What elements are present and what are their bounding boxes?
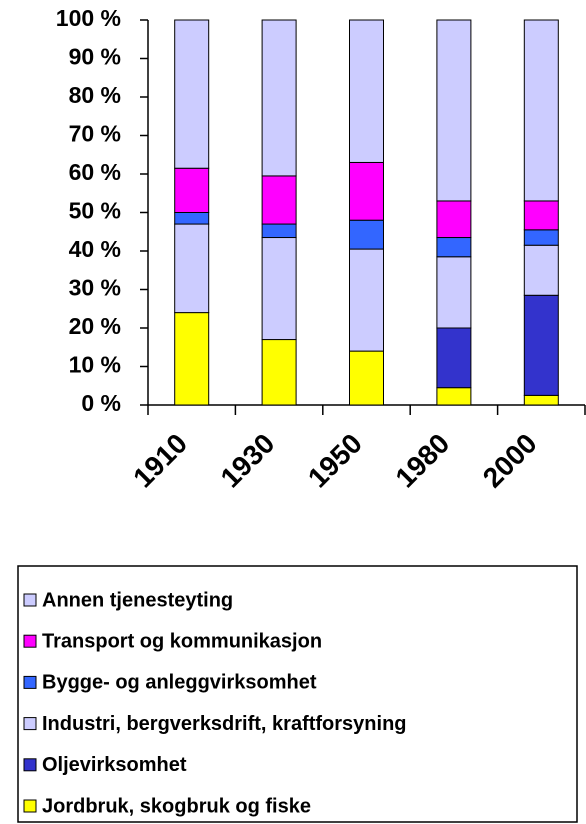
legend-label: Industri, bergverksdrift, kraftforsyning (42, 713, 407, 735)
legend-label: Transport og kommunikasjon (42, 630, 322, 652)
x-tick-label: 1980 (389, 428, 455, 494)
bar-segment (349, 248, 384, 352)
bar-segment (523, 244, 559, 296)
bar-segment (436, 327, 472, 389)
legend-label: Oljevirksomhet (42, 754, 187, 776)
bar-segment (523, 229, 559, 246)
bar-segment (436, 237, 472, 258)
bar-segment (349, 161, 384, 221)
bar-segment (523, 294, 559, 396)
legend-swatch (23, 675, 37, 689)
x-tick-label: 1950 (302, 428, 368, 494)
bar-segment (261, 175, 297, 225)
x-tick-label: 1930 (215, 428, 281, 494)
legend-label: Jordbruk, skogbruk og fiske (42, 795, 311, 817)
y-tick-label: 90 % (69, 44, 121, 70)
bar-segment (349, 219, 384, 250)
y-tick-label: 60 % (69, 159, 121, 185)
bar-segment (174, 19, 210, 169)
bar-segment (174, 312, 210, 406)
x-tick-label: 2000 (477, 428, 543, 494)
legend-box (17, 565, 578, 823)
legend-label: Bygge- og anleggvirksomhet (42, 672, 317, 694)
x-tick-label: 1910 (127, 428, 193, 494)
bar-segment (174, 223, 210, 314)
legend-swatch (23, 799, 37, 813)
y-tick-label: 100 % (56, 5, 121, 31)
bar-segment (436, 387, 472, 406)
bar-segment (436, 200, 472, 239)
legend-label: Annen tjenesteyting (42, 589, 233, 611)
legend-swatch (23, 634, 37, 648)
bar-segment (261, 339, 297, 406)
y-tick-label: 70 % (69, 121, 121, 147)
y-tick-label: 10 % (69, 352, 121, 378)
y-tick-label: 30 % (69, 275, 121, 301)
y-tick-label: 80 % (69, 82, 121, 108)
y-tick-label: 0 % (81, 390, 121, 416)
bar-segment (436, 256, 472, 329)
bar-segment (261, 237, 297, 341)
legend-swatch (23, 758, 37, 772)
legend-swatch (23, 717, 37, 731)
bar-segment (174, 167, 210, 214)
bar-segment (523, 19, 559, 202)
bar-segment (349, 19, 384, 163)
bar-segment (349, 350, 384, 406)
bar-segment (523, 200, 559, 231)
y-tick-label: 20 % (69, 313, 121, 339)
y-tick-label: 50 % (69, 198, 121, 224)
bar-segment (523, 394, 559, 406)
bar-segment (436, 19, 472, 202)
bar-segment (261, 19, 297, 177)
bar-segment (261, 223, 297, 239)
bar-segment (174, 212, 210, 225)
y-tick-label: 40 % (69, 236, 121, 262)
legend-swatch (23, 593, 37, 607)
